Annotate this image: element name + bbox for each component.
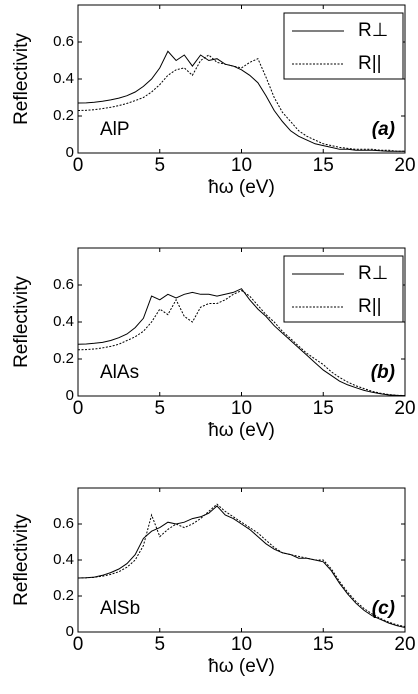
y-tick-label: 0.6 <box>53 276 74 293</box>
y-tick-label: 0.2 <box>53 350 74 367</box>
x-tick-label: 20 <box>394 398 415 419</box>
legend-label: R|| <box>358 296 382 317</box>
material-label: AlSb <box>100 598 140 619</box>
legend-box <box>283 12 404 80</box>
x-axis-label: ħω (eV) <box>208 177 275 198</box>
x-tick-label: 20 <box>394 155 415 176</box>
plot-frame <box>77 4 406 154</box>
x-tick-label: 10 <box>231 634 252 655</box>
series-line <box>77 50 405 152</box>
x-tick-label: 20 <box>394 634 415 655</box>
x-axis-label: ħω (eV) <box>208 420 275 441</box>
y-tick-label: 0.4 <box>53 70 74 87</box>
y-tick-label: 0.2 <box>53 587 74 604</box>
x-tick-label: 15 <box>313 155 334 176</box>
x-axis-label: ħω (eV) <box>208 656 275 677</box>
x-tick-label: 5 <box>154 634 165 655</box>
series-line <box>77 290 406 397</box>
y-tick-label: 0 <box>66 623 74 640</box>
plot-frame <box>77 247 406 397</box>
y-axis-label: Reflectivity <box>11 33 32 125</box>
panel-tag: (b) <box>371 362 395 383</box>
y-axis-label: Reflectivity <box>11 514 32 606</box>
panel-tag: (a) <box>372 119 395 140</box>
x-tick-label: 0 <box>73 398 84 419</box>
legend-box <box>283 255 404 323</box>
x-tick-label: 15 <box>313 398 334 419</box>
x-tick-label: 0 <box>73 634 84 655</box>
y-tick-label: 0 <box>66 387 74 404</box>
y-tick-label: 0 <box>66 144 74 161</box>
series-line <box>77 54 405 152</box>
series-line <box>77 503 406 628</box>
series-line <box>77 505 406 628</box>
x-tick-label: 10 <box>231 398 252 419</box>
y-tick-label: 0.4 <box>53 313 74 330</box>
legend-label: R⊥ <box>358 20 388 41</box>
x-tick-label: 0 <box>73 155 84 176</box>
plot-frame <box>77 487 406 633</box>
x-tick-label: 15 <box>313 634 334 655</box>
x-tick-label: 5 <box>154 398 165 419</box>
panel-tag: (c) <box>372 598 395 619</box>
y-tick-label: 0.2 <box>53 107 74 124</box>
legend-label: R|| <box>358 53 382 74</box>
material-label: AlP <box>100 119 130 140</box>
y-tick-label: 0.6 <box>53 33 74 50</box>
legend-label: R⊥ <box>358 263 388 284</box>
y-axis-label: Reflectivity <box>11 276 32 368</box>
material-label: AlAs <box>100 362 139 383</box>
series-line <box>77 288 406 397</box>
y-tick-label: 0.4 <box>53 551 74 568</box>
y-tick-label: 0.6 <box>53 515 74 532</box>
x-tick-label: 10 <box>231 155 252 176</box>
x-tick-label: 5 <box>154 155 165 176</box>
